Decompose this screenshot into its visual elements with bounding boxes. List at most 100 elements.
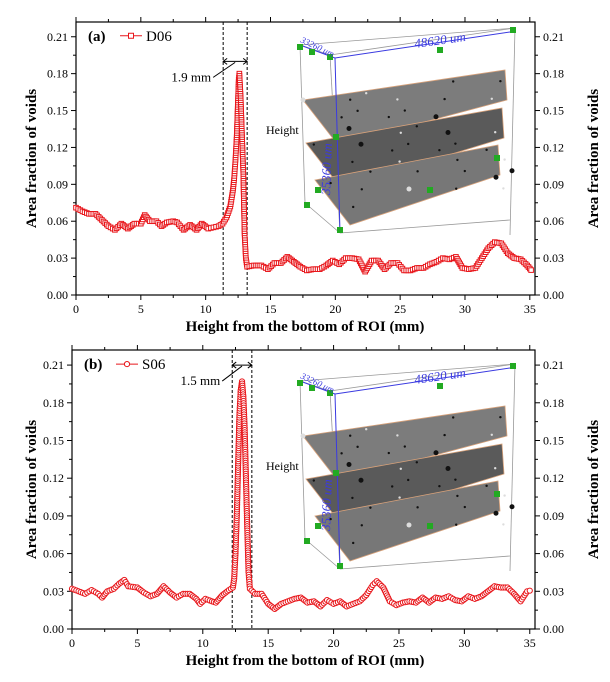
height-label: 35360 um (318, 143, 335, 196)
y-tick-label: 0.03 (47, 251, 68, 265)
x-tick-label: 10 (197, 636, 209, 650)
void-speck (399, 131, 402, 134)
void-speck (398, 160, 401, 163)
void-speck (407, 478, 410, 482)
void-speck (416, 170, 419, 173)
y-tick-label: 0.00 (43, 622, 64, 636)
void-speck (365, 428, 368, 431)
void-speck (509, 168, 515, 174)
void-speck (396, 98, 399, 101)
void-speck (438, 484, 441, 488)
y-tick-label: 0.18 (43, 396, 64, 410)
void-speck (387, 451, 390, 455)
marker-handle (315, 523, 321, 529)
void-speck (312, 143, 315, 146)
void-speck (399, 467, 402, 470)
void-speck (415, 461, 418, 464)
legend-label: D06 (146, 29, 172, 45)
marker-handle (327, 54, 333, 60)
void-speck (502, 523, 505, 526)
width-label: 48620 um (413, 29, 466, 51)
marker-handle (297, 380, 303, 386)
void-speck (463, 505, 466, 509)
ct-slice (305, 443, 505, 525)
x-tick-label: 35 (524, 636, 536, 650)
x-axis-title: Height from the bottom of ROI (mm) (186, 653, 425, 669)
void-speck (360, 524, 363, 527)
width-dimension (334, 367, 511, 395)
y-tick-label: 0.06 (47, 214, 68, 228)
void-speck (452, 80, 455, 83)
void-speck (503, 158, 506, 161)
box-edge (299, 363, 516, 382)
void-speck (365, 92, 368, 95)
void-speck (454, 478, 457, 481)
ct-slice (314, 144, 501, 226)
annotation-arrow (212, 61, 236, 78)
marker-handle (304, 538, 310, 544)
x-tick-label: 0 (69, 636, 75, 650)
y-axis-title-right: Area fraction of voids (586, 89, 602, 228)
void-speck (454, 142, 457, 145)
void-speck (445, 466, 451, 471)
marker-handle (333, 470, 339, 476)
y-tick-label: 0.09 (43, 509, 64, 523)
panel-label: (b) (84, 357, 102, 373)
void-speck (387, 115, 390, 119)
box-edge (299, 380, 306, 540)
marker-handle (510, 363, 516, 369)
y-tick-label: 0.00 (47, 288, 68, 302)
y-tick-label: 0.06 (43, 547, 64, 561)
void-speck (438, 148, 441, 152)
y-tick-label-right: 0.18 (543, 67, 564, 81)
void-speck (391, 149, 394, 152)
width-dimension (334, 31, 511, 59)
y-tick-label: 0.15 (43, 433, 64, 447)
width-double-arrow (222, 57, 248, 65)
y-tick-label-right: 0.15 (543, 433, 564, 447)
marker-handle (494, 155, 500, 161)
annotation-arrow (221, 365, 243, 382)
void-speck (352, 205, 355, 209)
data-point (526, 587, 533, 594)
y-tick-label: 0.18 (47, 67, 68, 81)
legend-label: S06 (142, 357, 166, 373)
void-speck (329, 517, 332, 521)
void-speck (360, 188, 363, 191)
x-tick-label: 0 (73, 302, 79, 316)
series-markers (73, 70, 534, 275)
width-annotation: 1.9 mm (171, 69, 211, 84)
y-tick-label-right: 0.21 (543, 358, 564, 372)
y-tick-label: 0.09 (47, 177, 68, 191)
void-speck (351, 160, 354, 164)
x-tick-label: 5 (138, 302, 144, 316)
void-speck (349, 434, 352, 437)
void-speck (369, 170, 372, 173)
x-tick-label: 5 (134, 636, 140, 650)
void-speck (300, 433, 306, 439)
void-speck (455, 523, 458, 526)
void-speck (456, 494, 459, 498)
void-speck (391, 485, 394, 488)
marker-handle (297, 44, 303, 50)
width-annotation: 1.5 mm (180, 373, 220, 388)
marker-handle (510, 27, 516, 33)
void-speck (356, 445, 359, 449)
ct-slice (302, 405, 508, 482)
y-tick-label: 0.12 (43, 471, 64, 485)
y-tick-label: 0.15 (47, 104, 68, 118)
box-edge (329, 27, 516, 56)
x-tick-label: 25 (394, 302, 406, 316)
marker-handle (309, 385, 315, 391)
y-tick-label-right: 0.06 (543, 547, 564, 561)
box-edge (509, 27, 516, 236)
void-speck (499, 415, 502, 419)
void-speck (416, 506, 419, 509)
y-tick-label: 0.03 (43, 584, 64, 598)
marker-handle (427, 187, 433, 193)
y-tick-label-right: 0.12 (543, 140, 564, 154)
width-label: 48620 um (413, 365, 466, 387)
void-speck (494, 467, 497, 470)
